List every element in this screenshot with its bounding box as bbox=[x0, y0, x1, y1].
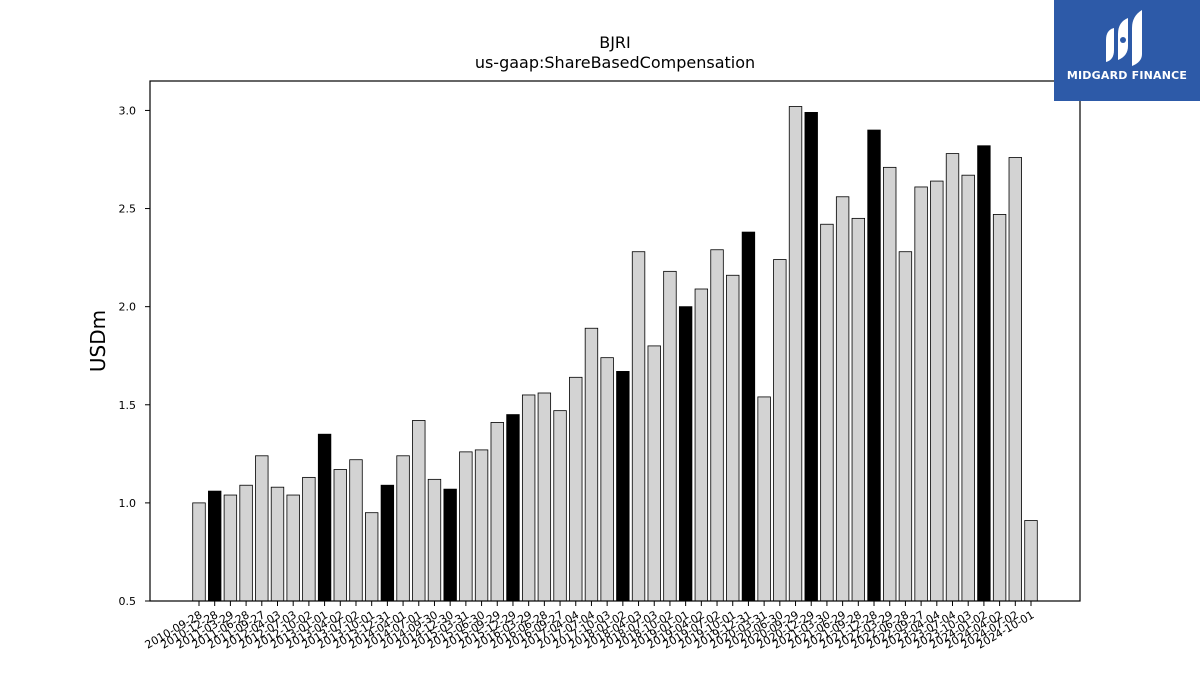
y-tick-label: 1.0 bbox=[119, 497, 137, 510]
y-tick-label: 2.5 bbox=[119, 203, 137, 216]
bar bbox=[239, 484, 253, 602]
bar bbox=[349, 459, 363, 602]
bar bbox=[616, 371, 630, 602]
bar bbox=[255, 455, 269, 602]
bar bbox=[459, 451, 473, 602]
midgard-logo-icon bbox=[1106, 10, 1142, 66]
bar bbox=[867, 129, 881, 602]
x-axis: 2010-09-282010-12-282011-03-292011-06-28… bbox=[143, 601, 1037, 652]
y-axis-label: USDm bbox=[86, 310, 110, 372]
bar bbox=[741, 231, 756, 602]
bar bbox=[773, 259, 787, 602]
bar bbox=[427, 478, 442, 602]
bar bbox=[1024, 520, 1038, 602]
bar bbox=[788, 106, 803, 602]
y-tick-label: 2.0 bbox=[119, 301, 137, 314]
bar bbox=[992, 214, 1007, 602]
bar bbox=[898, 251, 913, 602]
bar bbox=[977, 145, 991, 602]
chart-subtitle: us-gaap:ShareBasedCompensation bbox=[475, 53, 755, 72]
bar bbox=[443, 488, 457, 602]
y-tick-label: 3.0 bbox=[119, 104, 137, 117]
y-tick-label: 1.5 bbox=[119, 399, 137, 412]
bar bbox=[537, 392, 552, 602]
bar bbox=[757, 396, 771, 602]
chart-title: BJRI bbox=[599, 33, 631, 52]
bar bbox=[192, 502, 206, 602]
bar bbox=[569, 376, 583, 602]
bar bbox=[694, 288, 709, 602]
midgard-finance-logo: MIDGARD FINANCE bbox=[1054, 0, 1200, 101]
bar bbox=[820, 223, 834, 602]
bar bbox=[364, 512, 379, 602]
bar bbox=[835, 196, 850, 602]
bar bbox=[380, 484, 395, 602]
bar bbox=[521, 394, 536, 602]
bar bbox=[270, 486, 285, 602]
bar bbox=[961, 174, 975, 602]
bar bbox=[412, 420, 426, 602]
bar bbox=[804, 111, 818, 602]
bar bbox=[302, 476, 316, 602]
bar bbox=[883, 166, 897, 602]
bar bbox=[506, 414, 520, 602]
bar bbox=[678, 306, 693, 602]
bar bbox=[710, 249, 724, 602]
bar bbox=[1008, 157, 1022, 602]
bar bbox=[930, 180, 944, 602]
bar bbox=[647, 345, 661, 602]
bar bbox=[945, 153, 960, 602]
bar bbox=[600, 357, 614, 602]
bar bbox=[663, 270, 677, 602]
y-tick-label: 0.5 bbox=[119, 595, 137, 608]
bar bbox=[223, 494, 238, 602]
bar bbox=[914, 186, 928, 602]
bar bbox=[851, 217, 865, 602]
bar bbox=[553, 410, 567, 602]
bar bbox=[474, 449, 489, 602]
logo-text: MIDGARD FINANCE bbox=[1066, 69, 1188, 82]
y-axis: 0.5 1.0 1.5 2.0 2.5 3.0 bbox=[119, 104, 150, 608]
bar bbox=[286, 494, 300, 602]
bar bbox=[631, 251, 646, 602]
bars-group bbox=[192, 106, 1038, 602]
bar bbox=[490, 422, 504, 602]
bar bbox=[208, 490, 222, 602]
bar bbox=[317, 433, 332, 602]
bar bbox=[333, 469, 347, 602]
bar bbox=[396, 455, 410, 602]
bar bbox=[584, 327, 599, 602]
plot-frame bbox=[149, 80, 1081, 602]
bar bbox=[726, 274, 740, 602]
